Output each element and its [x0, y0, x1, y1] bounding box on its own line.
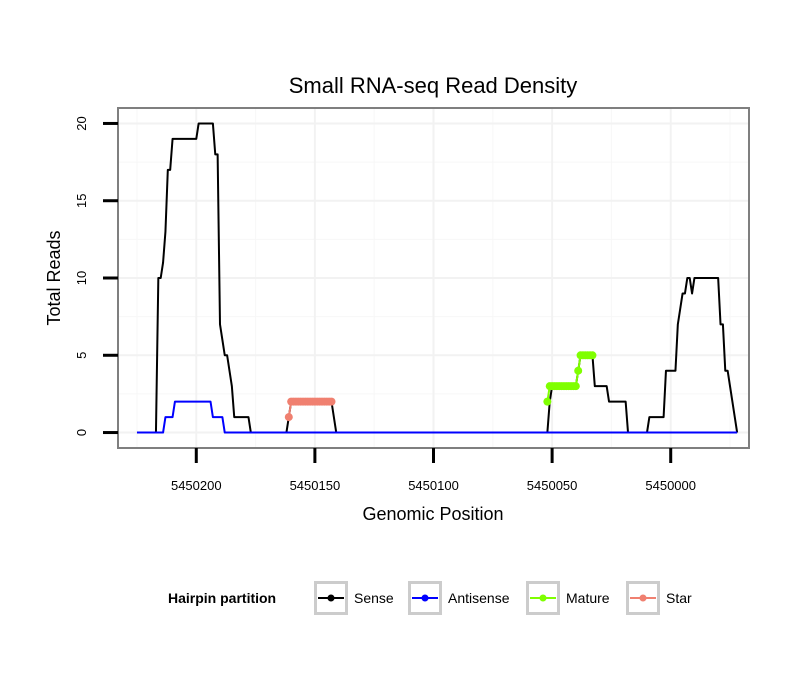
legend-item-sense: Sense [314, 581, 394, 615]
data-point-mature [571, 382, 580, 391]
data-point-mature [574, 366, 583, 375]
y-tick-label: 15 [74, 193, 89, 207]
legend-items: Sense Antisense Mature Star [314, 581, 692, 615]
legend-key-point [421, 594, 429, 602]
grid-lines [118, 108, 749, 448]
legend-key-point [327, 594, 335, 602]
chart-title: Small RNA-seq Read Density [289, 73, 578, 98]
data-point-mature [543, 397, 552, 406]
data-point-star [284, 413, 293, 422]
data-point-star [327, 397, 336, 406]
x-tick-label: 5450100 [408, 478, 459, 493]
legend-label: Star [666, 590, 692, 606]
x-tick-label: 5450000 [645, 478, 696, 493]
x-tick-label: 5450050 [527, 478, 578, 493]
legend-title: Hairpin partition [168, 590, 276, 606]
plot-panel [117, 107, 750, 449]
data-point-mature [588, 351, 597, 360]
y-tick-label: 5 [74, 352, 89, 359]
legend-label: Sense [354, 590, 394, 606]
legend-key-point [539, 594, 547, 602]
series-line-sense [136, 122, 739, 434]
legend-label: Mature [566, 590, 610, 606]
y-axis-label: Total Reads [44, 230, 64, 325]
x-tick-label: 5450150 [290, 478, 341, 493]
series-antisense [136, 400, 738, 434]
series-layer [136, 122, 739, 434]
x-axis-ticks: 5450200 5450150 5450100 5450050 5450000 [171, 448, 696, 493]
series-mature [543, 351, 597, 406]
legend-item-star: Star [626, 581, 692, 615]
y-tick-label: 10 [74, 271, 89, 285]
x-axis-label: Genomic Position [362, 504, 503, 524]
legend-key-point [639, 594, 647, 602]
series-line-antisense [136, 400, 738, 434]
legend-item-antisense: Antisense [408, 581, 510, 615]
series-sense [136, 122, 739, 434]
y-tick-label: 0 [74, 429, 89, 436]
legend-item-mature: Mature [526, 581, 610, 615]
x-tick-label: 5450200 [171, 478, 222, 493]
legend-label: Antisense [448, 590, 510, 606]
series-star [284, 397, 336, 422]
y-tick-label: 20 [74, 116, 89, 130]
legend: Hairpin partition Sense Antisense Mature St… [168, 581, 692, 615]
y-axis-ticks: 0 5 10 15 20 [74, 116, 118, 436]
